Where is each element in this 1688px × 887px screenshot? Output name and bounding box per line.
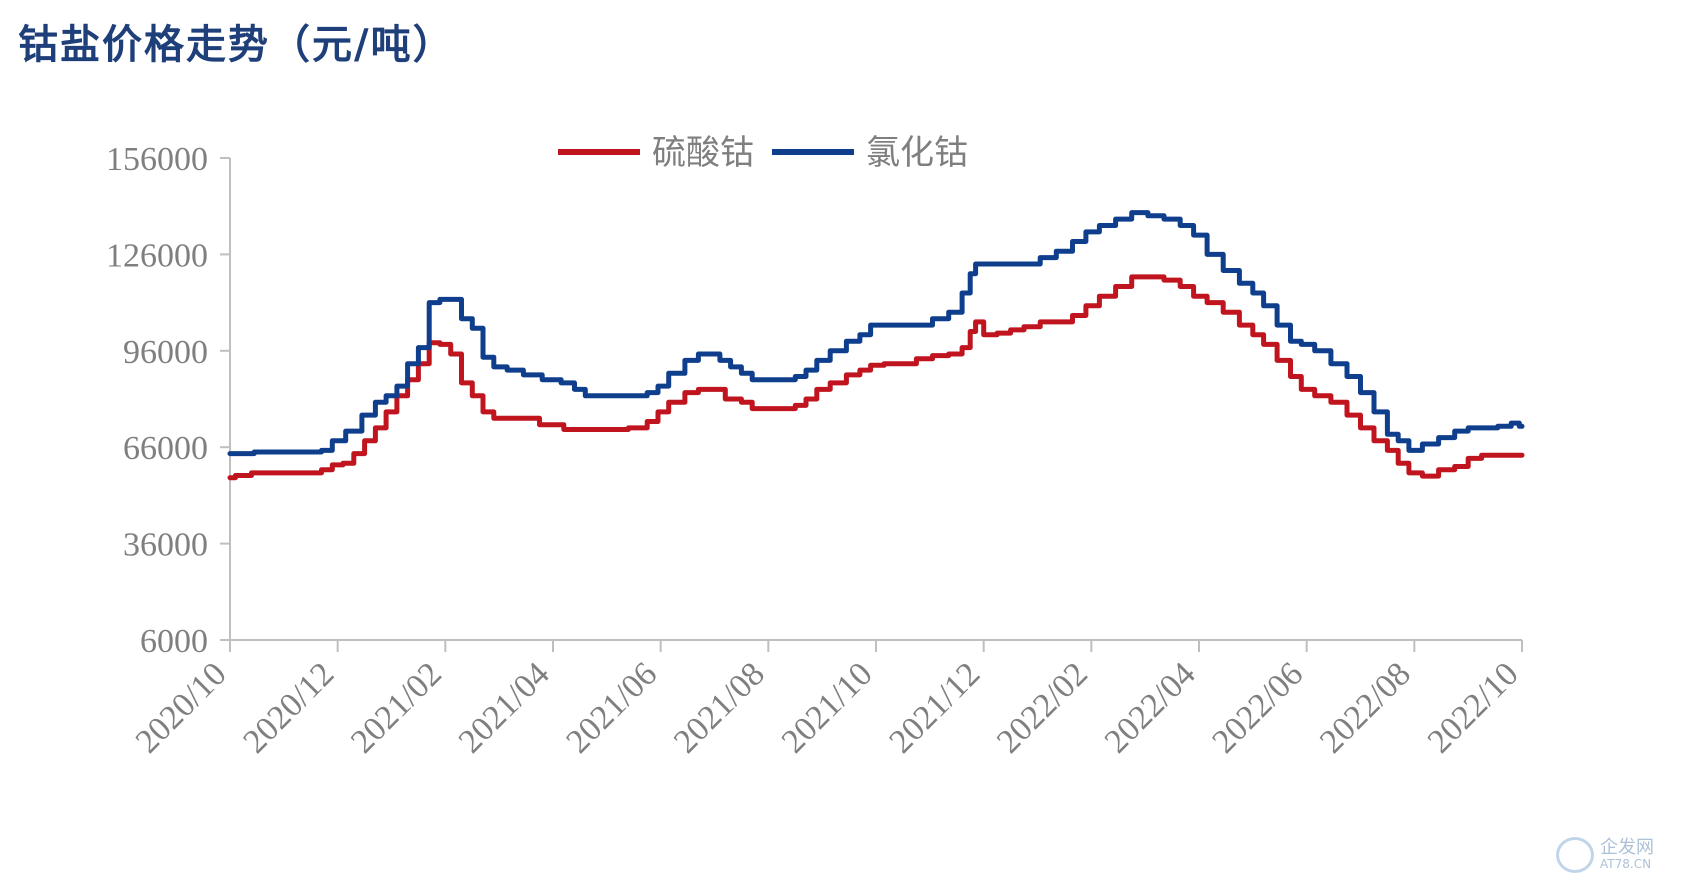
x-tick-label: 2021/10 — [775, 655, 880, 760]
series-line-2 — [227, 210, 1525, 457]
y-tick-label: 96000 — [123, 334, 208, 371]
x-tick-label: 2022/06 — [1205, 655, 1310, 760]
x-tick-label: 2021/04 — [452, 655, 557, 760]
watermark-name: 企发网 — [1600, 837, 1654, 858]
y-tick-label: 156000 — [106, 141, 208, 178]
chart-legend: 硫酸钴 氯化钴 — [558, 133, 968, 173]
y-tick-label: 126000 — [106, 237, 208, 274]
x-tick-label: 2021/06 — [559, 655, 664, 760]
y-tick-label: 36000 — [123, 527, 208, 564]
x-axis-ticks: 2020/10 2020/12 2021/02 2021/04 2021/06 2021/… — [129, 640, 1526, 760]
y-tick-label: 6000 — [140, 623, 208, 660]
chart-series — [227, 210, 1525, 481]
x-tick-label: 2021/02 — [344, 655, 449, 760]
x-tick-label: 2022/02 — [990, 655, 1095, 760]
x-tick-label: 2022/10 — [1421, 655, 1526, 760]
x-tick-label: 2021/08 — [667, 655, 772, 760]
x-tick-label: 2022/04 — [1098, 655, 1203, 760]
watermark-site: AT78.CN — [1600, 857, 1652, 871]
chart-axes — [229, 158, 1522, 641]
x-tick-label: 2021/12 — [882, 655, 987, 760]
watermark-icon — [1556, 837, 1594, 873]
x-tick-label: 2020/12 — [236, 655, 341, 760]
page-title: 钴盐价格走势（元/吨） — [18, 21, 455, 68]
x-tick-label: 2022/08 — [1313, 655, 1418, 760]
x-tick-label: 2020/10 — [129, 655, 234, 760]
legend-label-1: 硫酸钴 — [652, 133, 754, 173]
y-tick-label: 66000 — [123, 430, 208, 467]
series-line-1 — [227, 274, 1525, 481]
watermark-logo: 企发网 AT78.CN — [1556, 833, 1676, 877]
y-axis-ticks: 156000 126000 96000 66000 36000 6000 — [106, 141, 230, 660]
legend-label-2: 氯化钴 — [866, 133, 968, 173]
